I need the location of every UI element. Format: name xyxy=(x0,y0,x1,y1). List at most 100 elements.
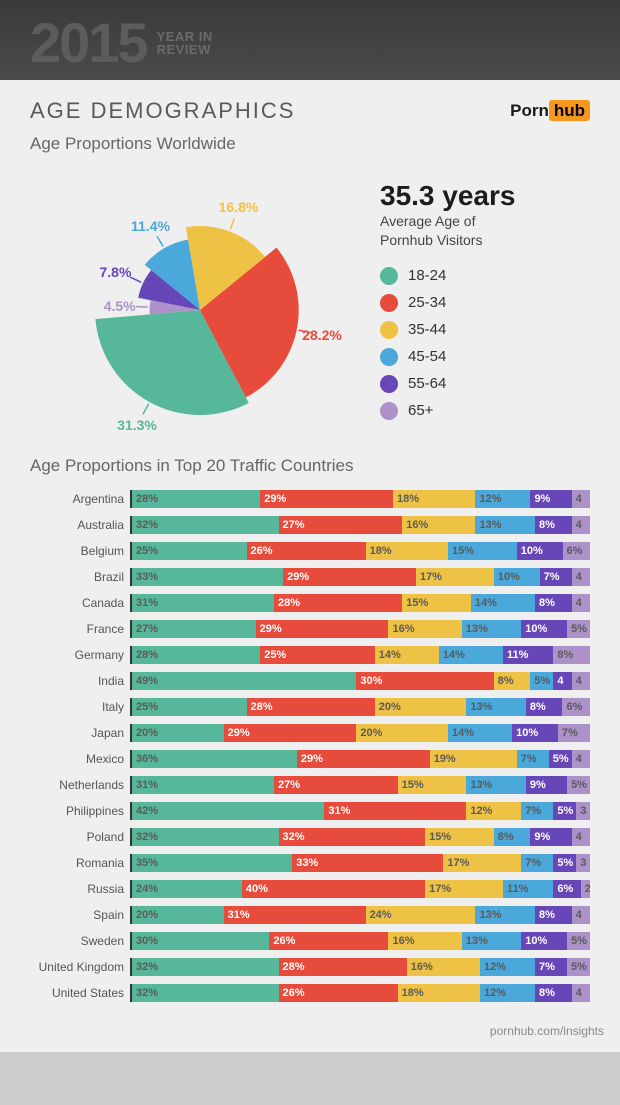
bar-country-label: Argentina xyxy=(30,492,130,506)
bar-segment: 20% xyxy=(132,906,224,924)
average-age-label: Average Age of Pornhub Visitors xyxy=(380,212,590,248)
bar-segment: 8% xyxy=(535,516,572,534)
bar-segment: 12% xyxy=(480,958,535,976)
bar-segment: 6% xyxy=(563,542,590,560)
header-review: YEAR IN REVIEW xyxy=(157,30,213,57)
bar-row: India49%30%8%5%44 xyxy=(30,670,590,692)
bar-track: 49%30%8%5%44 xyxy=(130,672,590,690)
header-review-line1: YEAR IN xyxy=(157,30,213,44)
bar-segment: 32% xyxy=(132,984,279,1002)
bar-track: 28%25%14%14%11%8% xyxy=(130,646,590,664)
bar-track: 20%29%20%14%10%7% xyxy=(130,724,590,742)
bar-segment: 2 xyxy=(581,880,590,898)
bar-segment: 28% xyxy=(132,646,260,664)
bar-segment: 27% xyxy=(279,516,403,534)
bar-track: 28%29%18%12%9%4 xyxy=(130,490,590,508)
bar-row: Argentina28%29%18%12%9%4 xyxy=(30,488,590,510)
header-year: 2015 xyxy=(30,18,147,68)
legend-label: 55-64 xyxy=(408,375,446,392)
footer-link: pornhub.com/insights xyxy=(0,1018,620,1052)
pie-chart: 31.3%28.2%16.8%11.4%7.8%4.5% xyxy=(30,170,360,440)
bar-segment: 4 xyxy=(572,594,590,612)
bar-country-label: Philippines xyxy=(30,804,130,818)
bar-segment: 9% xyxy=(526,776,567,794)
bar-segment: 16% xyxy=(407,958,480,976)
bar-segment: 7% xyxy=(521,854,553,872)
bar-segment: 7% xyxy=(558,724,590,742)
bar-segment: 18% xyxy=(366,542,448,560)
bar-row: Spain20%31%24%13%8%4 xyxy=(30,904,590,926)
bar-row: Netherlands31%27%15%13%9%5% xyxy=(30,774,590,796)
bar-segment: 29% xyxy=(297,750,430,768)
bar-segment: 17% xyxy=(416,568,494,586)
bar-segment: 11% xyxy=(503,880,553,898)
bar-segment: 10% xyxy=(512,724,558,742)
bar-segment: 4 xyxy=(572,672,590,690)
bar-segment: 5% xyxy=(567,932,590,950)
bar-track: 25%28%20%13%8%6% xyxy=(130,698,590,716)
bar-country-label: India xyxy=(30,674,130,688)
bar-segment: 10% xyxy=(494,568,540,586)
bar-segment: 4 xyxy=(572,490,590,508)
bar-country-label: Sweden xyxy=(30,934,130,948)
bar-segment: 12% xyxy=(480,984,535,1002)
pie-section: 31.3%28.2%16.8%11.4%7.8%4.5% 35.3 years … xyxy=(0,162,620,450)
bar-track: 32%27%16%13%8%4 xyxy=(130,516,590,534)
bar-segment: 8% xyxy=(553,646,590,664)
bar-segment: 16% xyxy=(388,620,461,638)
bar-country-label: Mexico xyxy=(30,752,130,766)
brand-porn: Porn xyxy=(510,101,549,120)
legend-dot-icon xyxy=(380,402,398,420)
bar-segment: 5% xyxy=(567,958,590,976)
bar-country-label: United States xyxy=(30,986,130,1000)
bar-segment: 13% xyxy=(466,698,526,716)
bar-segment: 49% xyxy=(132,672,356,690)
brand-hub: hub xyxy=(549,100,590,121)
page: 2015 YEAR IN REVIEW AGE DEMOGRAPHICS Por… xyxy=(0,0,620,1052)
bar-segment: 17% xyxy=(443,854,521,872)
bar-track: 35%33%17%7%5%3 xyxy=(130,854,590,872)
bar-row: France27%29%16%13%10%5% xyxy=(30,618,590,640)
bar-country-label: Spain xyxy=(30,908,130,922)
bar-country-label: Canada xyxy=(30,596,130,610)
bar-segment: 4 xyxy=(572,906,590,924)
legend-label: 45-54 xyxy=(408,348,446,365)
bar-country-label: Japan xyxy=(30,726,130,740)
legend-item: 18-24 xyxy=(380,267,590,285)
bar-track: 31%28%15%14%8%4 xyxy=(130,594,590,612)
bar-track: 32%28%16%12%7%5% xyxy=(130,958,590,976)
bar-segment: 5% xyxy=(567,620,590,638)
bar-segment: 35% xyxy=(132,854,292,872)
bar-segment: 8% xyxy=(535,906,572,924)
bar-segment: 16% xyxy=(402,516,475,534)
legend-item: 25-34 xyxy=(380,294,590,312)
bar-segment: 20% xyxy=(375,698,467,716)
bar-segment: 28% xyxy=(274,594,402,612)
legend-label: 25-34 xyxy=(408,294,446,311)
bar-row: Brazil33%29%17%10%7%4 xyxy=(30,566,590,588)
legend-label: 65+ xyxy=(408,402,433,419)
bar-segment: 42% xyxy=(132,802,324,820)
legend-dot-icon xyxy=(380,294,398,312)
average-age-value: 35.3 years xyxy=(380,180,590,212)
bar-track: 42%31%12%7%5%3 xyxy=(130,802,590,820)
bar-segment: 13% xyxy=(475,906,535,924)
bar-segment: 20% xyxy=(132,724,224,742)
bar-segment: 29% xyxy=(260,490,393,508)
bar-country-label: Netherlands xyxy=(30,778,130,792)
bar-country-label: France xyxy=(30,622,130,636)
bar-segment: 29% xyxy=(256,620,389,638)
bar-segment: 17% xyxy=(425,880,503,898)
bar-segment: 31% xyxy=(224,906,366,924)
bar-country-label: Australia xyxy=(30,518,130,532)
bar-segment: 7% xyxy=(535,958,567,976)
bar-segment: 18% xyxy=(398,984,480,1002)
bar-segment: 8% xyxy=(494,672,531,690)
bar-segment: 9% xyxy=(530,490,571,508)
bar-track: 32%32%15%8%9%4 xyxy=(130,828,590,846)
page-title: AGE DEMOGRAPHICS xyxy=(30,98,295,124)
bar-row: Philippines42%31%12%7%5%3 xyxy=(30,800,590,822)
header-review-line2: REVIEW xyxy=(157,43,213,57)
bar-track: 31%27%15%13%9%5% xyxy=(130,776,590,794)
bar-segment: 6% xyxy=(562,698,589,716)
